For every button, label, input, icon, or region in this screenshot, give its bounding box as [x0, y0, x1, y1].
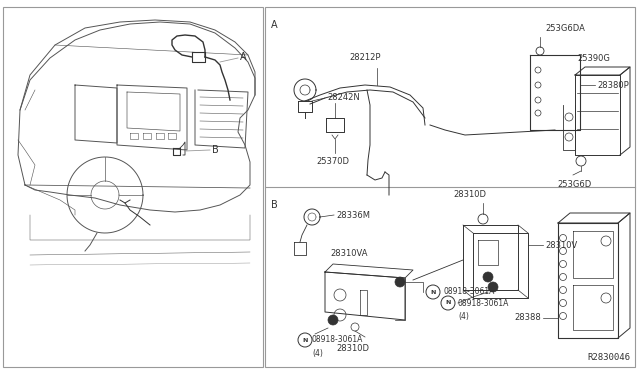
Text: 28310V: 28310V: [545, 241, 577, 250]
Circle shape: [576, 156, 586, 166]
Text: N: N: [430, 289, 436, 295]
Text: 28212P: 28212P: [349, 53, 381, 62]
Circle shape: [559, 260, 566, 267]
Text: 08918-3061A: 08918-3061A: [443, 288, 494, 296]
Text: (4): (4): [312, 349, 323, 358]
Circle shape: [328, 315, 338, 325]
Circle shape: [601, 236, 611, 246]
Text: A: A: [240, 52, 246, 62]
Circle shape: [351, 323, 359, 331]
Circle shape: [601, 293, 611, 303]
Text: B: B: [212, 145, 219, 155]
Circle shape: [334, 289, 346, 301]
Circle shape: [565, 133, 573, 141]
Circle shape: [559, 247, 566, 254]
Circle shape: [535, 82, 541, 88]
Text: 28336M: 28336M: [336, 211, 370, 219]
Circle shape: [565, 113, 573, 121]
Text: 28310D: 28310D: [454, 190, 486, 199]
Circle shape: [426, 285, 440, 299]
Text: 28310D: 28310D: [337, 344, 369, 353]
Text: 253G6D: 253G6D: [558, 180, 592, 189]
Circle shape: [559, 234, 566, 241]
Text: 28388: 28388: [515, 314, 541, 323]
Circle shape: [535, 110, 541, 116]
Text: 253G6DA: 253G6DA: [545, 24, 585, 33]
Circle shape: [483, 272, 493, 282]
Text: 25390G: 25390G: [577, 54, 610, 63]
Circle shape: [559, 312, 566, 320]
Text: 28242N: 28242N: [327, 93, 360, 103]
Text: 08918-3061A: 08918-3061A: [458, 298, 509, 308]
Circle shape: [535, 67, 541, 73]
Bar: [265, 7, 635, 367]
Circle shape: [535, 97, 541, 103]
Bar: [3, 7, 263, 367]
Circle shape: [488, 282, 498, 292]
Circle shape: [298, 333, 312, 347]
Circle shape: [536, 47, 544, 55]
Circle shape: [478, 214, 488, 224]
Text: A: A: [271, 20, 278, 30]
Text: 28310VA: 28310VA: [330, 249, 367, 258]
Circle shape: [559, 273, 566, 280]
Text: (4): (4): [443, 301, 454, 310]
Circle shape: [559, 286, 566, 294]
Circle shape: [334, 309, 346, 321]
Circle shape: [395, 277, 405, 287]
Text: 28380P: 28380P: [597, 80, 628, 90]
Text: 25370D: 25370D: [317, 157, 349, 166]
Circle shape: [559, 299, 566, 307]
Text: R2830046: R2830046: [587, 353, 630, 362]
Text: N: N: [445, 301, 451, 305]
Text: B: B: [271, 200, 278, 210]
Text: (4): (4): [458, 312, 469, 321]
Circle shape: [441, 296, 455, 310]
Text: 08918-3061A: 08918-3061A: [312, 336, 364, 344]
Text: N: N: [302, 337, 308, 343]
